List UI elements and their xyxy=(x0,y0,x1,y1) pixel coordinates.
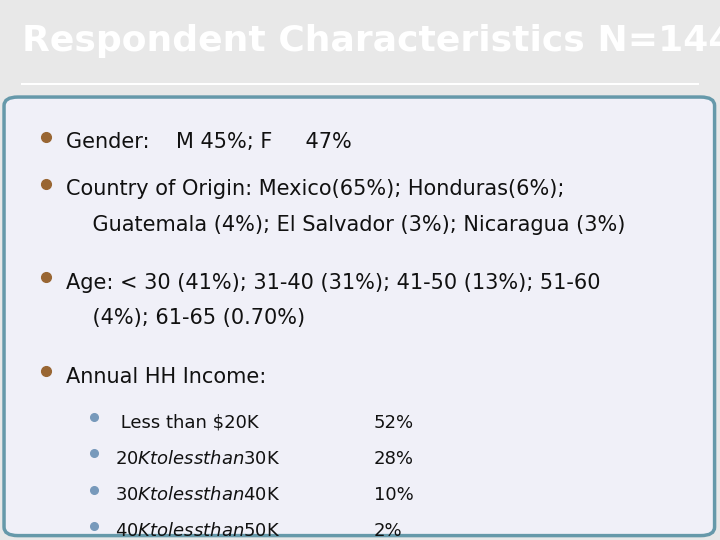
Text: Guatemala (4%); El Salvador (3%); Nicaragua (3%): Guatemala (4%); El Salvador (3%); Nicara… xyxy=(66,214,626,234)
Text: Less than $20K: Less than $20K xyxy=(114,414,258,431)
Text: Country of Origin: Mexico(65%); Honduras(6%);: Country of Origin: Mexico(65%); Honduras… xyxy=(66,179,564,199)
Text: $20K to less than $30K: $20K to less than $30K xyxy=(114,450,280,468)
Text: Age: < 30 (41%); 31-40 (31%); 41-50 (13%); 51-60: Age: < 30 (41%); 31-40 (31%); 41-50 (13%… xyxy=(66,273,600,293)
Text: 52%: 52% xyxy=(374,414,414,431)
Text: 10%: 10% xyxy=(374,486,413,504)
Text: $30K to less than $40K: $30K to less than $40K xyxy=(114,486,280,504)
Text: $40K to less than $50K: $40K to less than $50K xyxy=(114,522,280,540)
Text: Respondent Characteristics N=144: Respondent Characteristics N=144 xyxy=(22,24,720,58)
FancyBboxPatch shape xyxy=(4,97,714,536)
Text: Annual HH Income:: Annual HH Income: xyxy=(66,367,266,387)
Text: (4%); 61-65 (0.70%): (4%); 61-65 (0.70%) xyxy=(66,308,305,328)
Text: Gender:    M 45%; F     47%: Gender: M 45%; F 47% xyxy=(66,132,352,152)
Text: 28%: 28% xyxy=(374,450,414,468)
Text: 2%: 2% xyxy=(374,522,402,540)
